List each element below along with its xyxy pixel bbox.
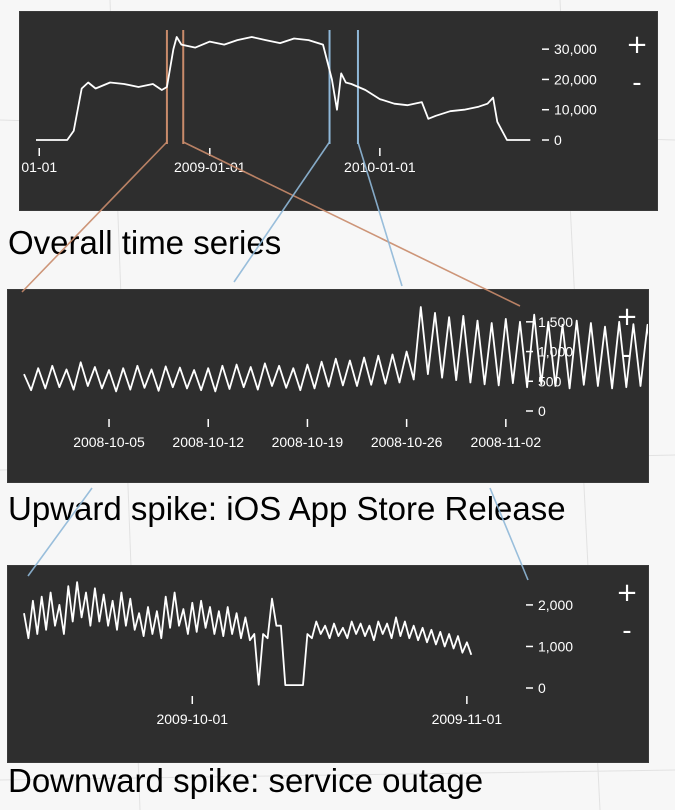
downward-spike-chart[interactable]: 2009-10-01 2009-11-01 0 1,000 2,000 bbox=[8, 566, 648, 762]
series-line bbox=[23, 306, 648, 393]
overall-chart-panel: 01-01 2009-01-01 2010-01-01 0 10,000 20,000 30… bbox=[20, 12, 657, 210]
x-tick-label: 2008-10-12 bbox=[172, 434, 244, 450]
zoom-out-button[interactable]: - bbox=[622, 616, 632, 646]
y-tick-label: 1,000 bbox=[538, 344, 573, 360]
caption-upward: Upward spike: iOS App Store Release bbox=[8, 490, 566, 527]
caption-overall: Overall time series bbox=[8, 224, 282, 261]
downward-spike-chart-panel: 2009-10-01 2009-11-01 0 1,000 2,000 + - bbox=[8, 566, 648, 762]
y-tick-label: 0 bbox=[538, 680, 546, 696]
upward-spike-chart-panel: 2008-10-05 2008-10-12 2008-10-19 2008-10-26… bbox=[8, 290, 648, 482]
x-tick-label: 2009-01-01 bbox=[174, 159, 246, 175]
y-tick-label: 0 bbox=[538, 403, 546, 419]
overall-chart[interactable]: 01-01 2009-01-01 2010-01-01 0 10,000 20,000 30… bbox=[20, 12, 657, 210]
zoom-in-button[interactable]: + bbox=[616, 578, 638, 608]
y-tick-label: 1,500 bbox=[538, 314, 573, 330]
series-line bbox=[23, 581, 473, 686]
y-tick-label: 20,000 bbox=[554, 71, 597, 87]
y-tick-label: 2,000 bbox=[538, 597, 573, 613]
x-tick-label: 2009-11-01 bbox=[432, 711, 503, 727]
series-line bbox=[36, 36, 531, 141]
x-tick-label: 2009-10-01 bbox=[156, 711, 228, 727]
zoom-in-button[interactable]: + bbox=[616, 302, 638, 332]
x-tick-label: 2008-11-02 bbox=[471, 434, 542, 450]
y-tick-label: 1,000 bbox=[538, 638, 573, 654]
upward-spike-chart[interactable]: 2008-10-05 2008-10-12 2008-10-19 2008-10-26… bbox=[8, 290, 648, 482]
y-tick-label: 0 bbox=[554, 132, 562, 148]
caption-downward: Downward spike: service outage bbox=[8, 762, 484, 799]
x-tick-label: 01-01 bbox=[21, 159, 57, 175]
y-tick-label: 30,000 bbox=[554, 41, 597, 57]
x-tick-label: 2008-10-05 bbox=[73, 434, 145, 450]
x-tick-label: 2008-10-19 bbox=[272, 434, 344, 450]
y-tick-label: 10,000 bbox=[554, 102, 597, 118]
zoom-out-button[interactable]: - bbox=[622, 340, 632, 370]
y-tick-label: 500 bbox=[538, 373, 562, 389]
zoom-out-button[interactable]: - bbox=[632, 68, 642, 98]
zoom-in-button[interactable]: + bbox=[626, 30, 648, 60]
x-tick-label: 2010-01-01 bbox=[344, 159, 416, 175]
x-tick-label: 2008-10-26 bbox=[371, 434, 443, 450]
